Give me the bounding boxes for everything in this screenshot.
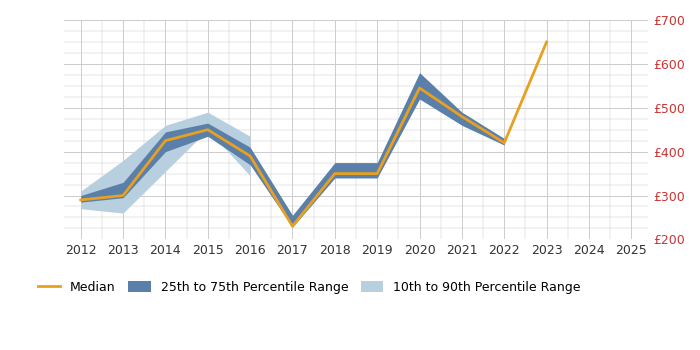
- Legend: Median, 25th to 75th Percentile Range, 10th to 90th Percentile Range: Median, 25th to 75th Percentile Range, 1…: [33, 276, 586, 299]
